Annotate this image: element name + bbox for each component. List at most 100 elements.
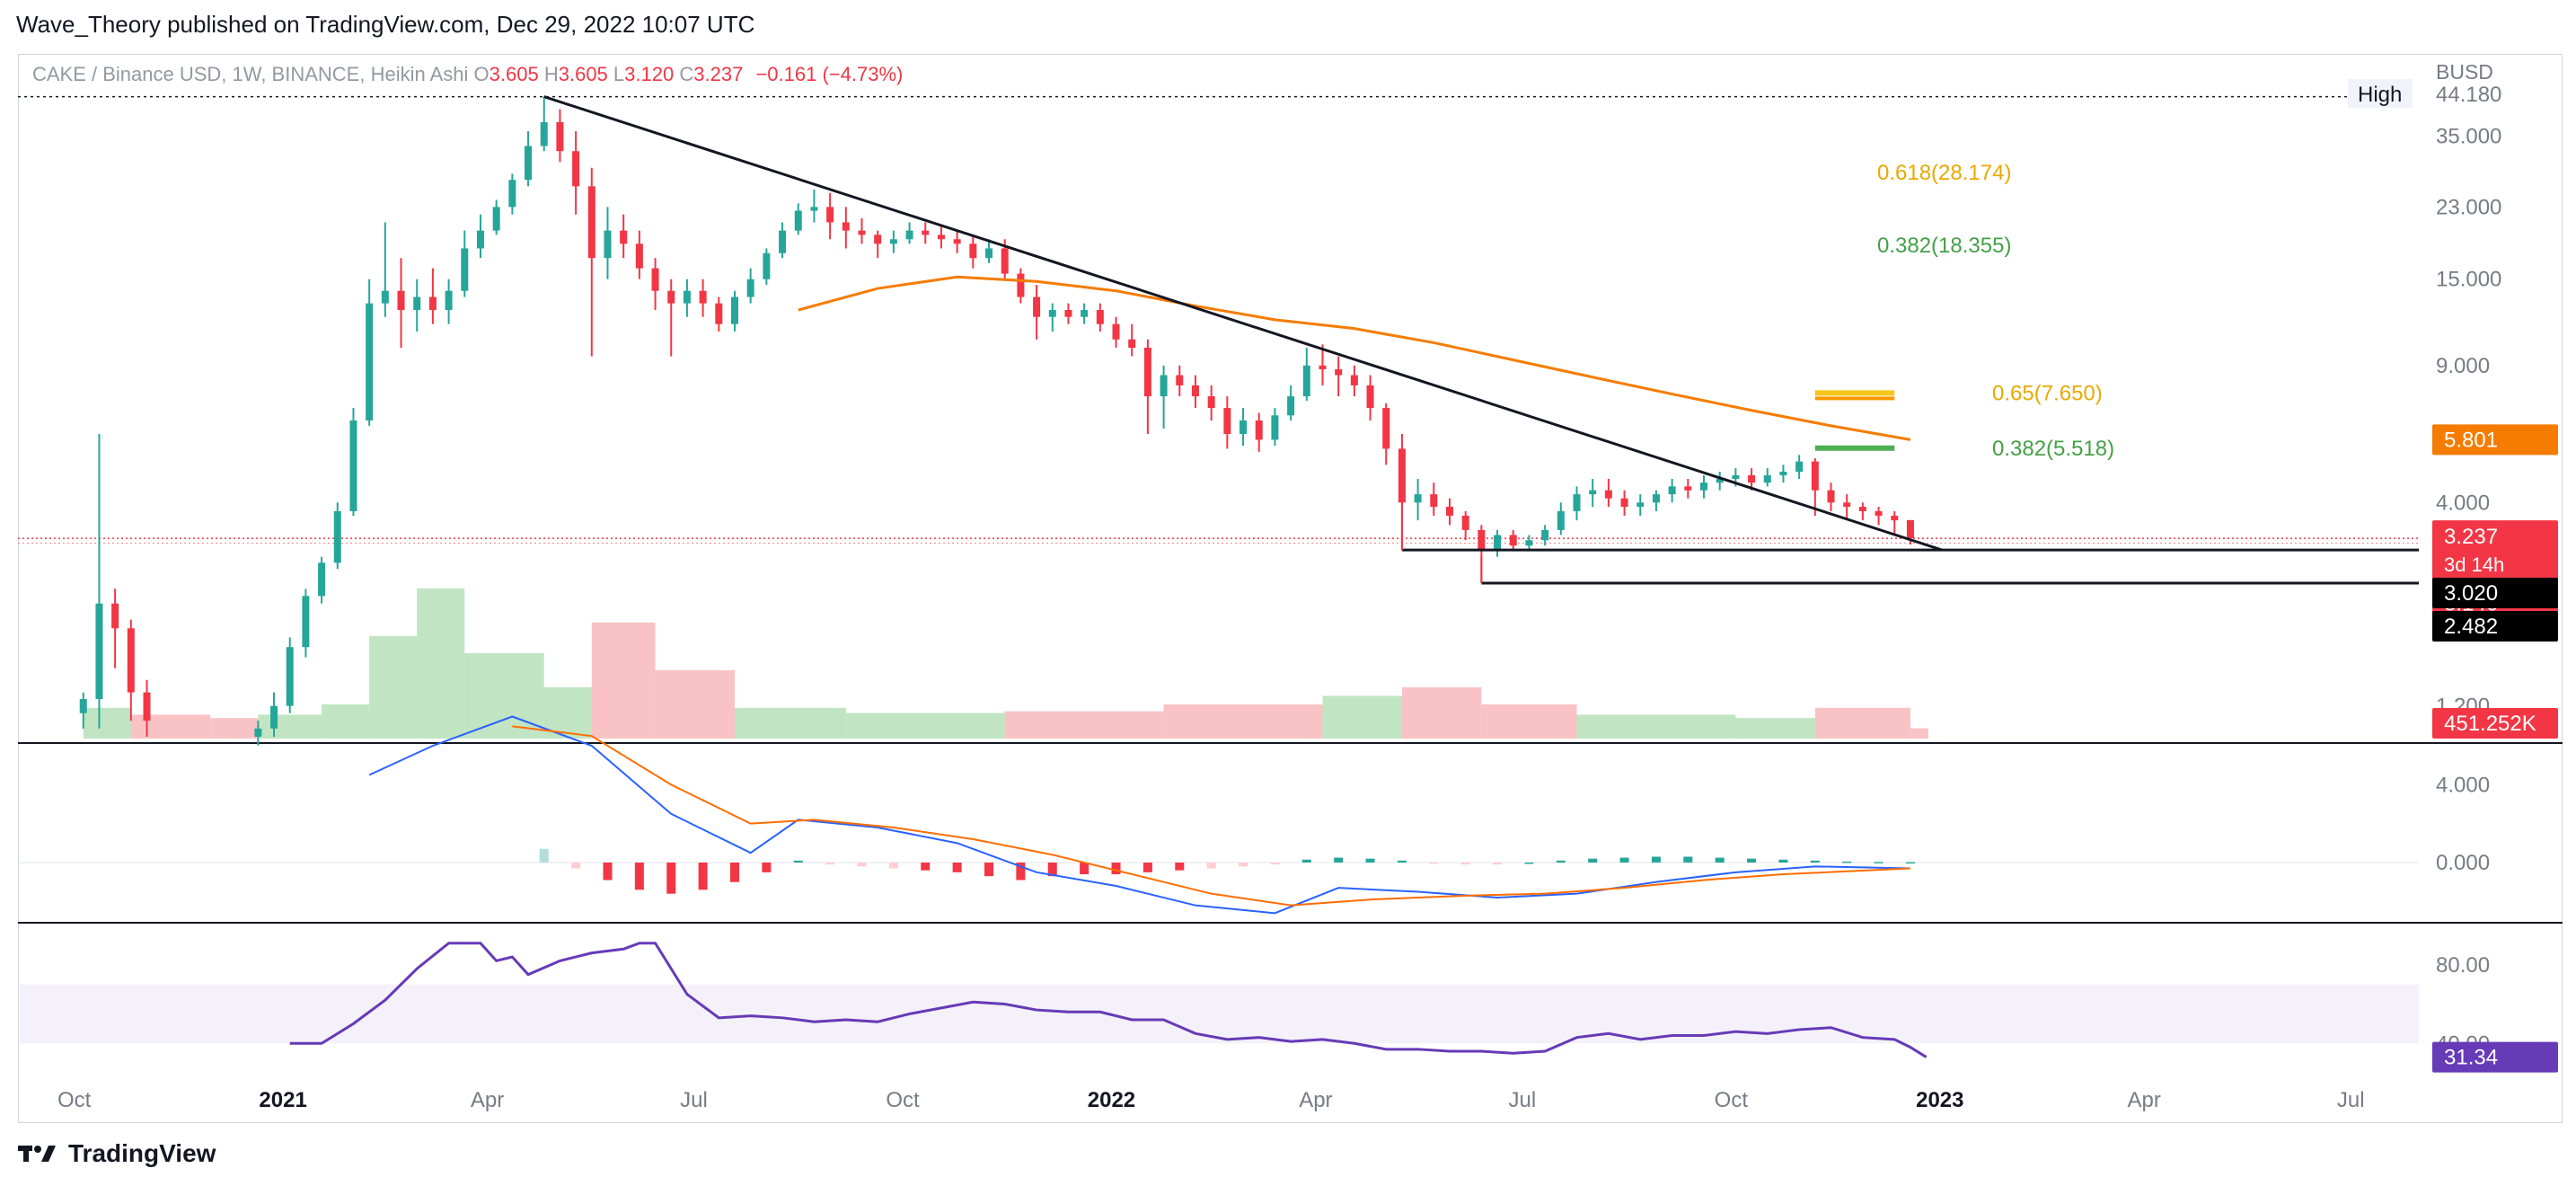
time-axis-label: 2022: [1088, 1088, 1135, 1112]
candle-body: [1684, 486, 1692, 491]
candle-body: [1302, 365, 1310, 397]
macd-histogram-bar: [762, 863, 772, 872]
symbol-legend: CAKE / Binance USD, 1W, BINANCE, Heikin …: [32, 63, 903, 86]
tradingview-logo-icon: [18, 1146, 56, 1162]
candle-body: [143, 692, 151, 721]
candle-body: [746, 279, 754, 297]
volume-bar: [464, 653, 544, 739]
candle-body: [620, 230, 628, 244]
candle-body: [286, 647, 294, 706]
macd-histogram-bar: [952, 863, 962, 872]
high-label: High: [2358, 83, 2402, 107]
volume-bar: [417, 588, 465, 739]
candle-body: [1795, 461, 1804, 473]
rsi-value-badge: 31.34: [2444, 1046, 2498, 1070]
ema-price-badge-box: [2432, 424, 2558, 456]
price-axis-tick: 4.000: [2436, 491, 2490, 515]
rsi-axis-tick: 80.00: [2436, 953, 2490, 978]
candle-body: [1176, 375, 1184, 385]
candle-body: [1398, 448, 1406, 503]
candle-body: [1604, 490, 1612, 499]
candle-body: [461, 248, 469, 291]
candle-body: [1048, 310, 1056, 317]
candle-body: [1494, 535, 1502, 552]
candle-body: [492, 207, 500, 231]
candle-body: [366, 303, 374, 420]
macd-histogram-bar: [825, 863, 835, 865]
candle-body: [1589, 490, 1597, 495]
candle-body: [1287, 396, 1295, 416]
rsi-band: [20, 984, 2419, 1044]
macd-histogram-bar: [1905, 862, 1915, 864]
fib-level-label: 0.382(5.518): [1992, 437, 2114, 461]
support-2-badge-box: [2432, 611, 2558, 642]
volume-bar: [1163, 704, 1323, 739]
current-price-badge: 3.237: [2444, 525, 2498, 549]
macd-histogram-bar: [1619, 857, 1629, 863]
volume-bar: [258, 714, 322, 739]
macd-histogram-bar: [1365, 858, 1375, 863]
macd-histogram-bar: [1747, 858, 1757, 863]
candle-body: [1668, 486, 1676, 495]
candle-body: [1445, 507, 1453, 516]
macd-histogram-bar: [1111, 863, 1121, 874]
price-axis-tick: 15.000: [2436, 268, 2501, 292]
candle-body: [572, 151, 580, 187]
candle-body: [587, 186, 595, 259]
ema-price-badge: 5.801: [2444, 428, 2498, 452]
candle-body: [683, 290, 691, 304]
time-axis-label: Jul: [1509, 1088, 1537, 1112]
volume-bar: [655, 670, 735, 739]
volume-bar: [1322, 695, 1402, 739]
macd-histogram-bar: [1842, 861, 1852, 863]
candle-body: [1652, 494, 1660, 503]
macd-histogram-bar: [1016, 863, 1026, 881]
volume-bar: [1401, 687, 1482, 739]
macd-histogram-bar: [1683, 856, 1693, 863]
candle-body: [1255, 420, 1263, 440]
descending-trendline: [543, 95, 1943, 552]
legend-low-label: L: [613, 63, 625, 85]
candle-body: [905, 230, 913, 240]
candle-body: [699, 290, 707, 304]
candle-body: [1700, 482, 1708, 491]
candle-body: [1509, 535, 1517, 546]
candle-body: [1716, 479, 1724, 483]
tradingview-footer[interactable]: TradingView: [18, 1139, 216, 1168]
candle-body: [1096, 310, 1104, 324]
volume-badge: 451.252K: [2444, 712, 2536, 736]
ema-line: [798, 275, 1911, 441]
candle-body: [349, 420, 357, 511]
candle-body: [1461, 515, 1469, 530]
price-axis-high-value: 44.180: [2436, 83, 2501, 107]
candle-body: [1128, 339, 1136, 348]
candle-body: [1382, 408, 1390, 449]
macd-histogram-bar: [1175, 863, 1185, 871]
volume-bar: [591, 622, 656, 739]
volume-bar: [845, 712, 1005, 739]
candle-body: [1827, 490, 1835, 503]
macd-histogram-bar: [1874, 862, 1883, 863]
macd-histogram-bar: [539, 848, 549, 863]
candle-body: [1001, 248, 1009, 274]
candle-body: [1319, 365, 1327, 370]
chart-frame[interactable]: [18, 54, 2563, 1123]
macd-histogram-bar: [857, 863, 867, 867]
candle-body: [1160, 375, 1168, 397]
fib-level-label: 0.382(18.355): [1877, 234, 2011, 258]
support-2-badge: 2.482: [2444, 615, 2498, 639]
candle-body: [874, 235, 882, 244]
candle-body: [1033, 296, 1041, 317]
candle-body: [1557, 510, 1565, 530]
candle-body: [95, 603, 103, 700]
macd-histogram-bar: [1524, 863, 1534, 864]
candle-body: [604, 230, 612, 259]
legend-symbol: CAKE / Binance USD, 1W, BINANCE, Heikin …: [32, 63, 469, 85]
macd-histogram-bar: [1460, 863, 1470, 865]
macd-signal-line: [512, 725, 1911, 907]
time-axis-label: Apr: [1299, 1088, 1332, 1112]
macd-histogram-bar: [1301, 859, 1311, 863]
volume-bar: [1814, 707, 1910, 739]
macd-histogram-bar: [1778, 859, 1788, 863]
